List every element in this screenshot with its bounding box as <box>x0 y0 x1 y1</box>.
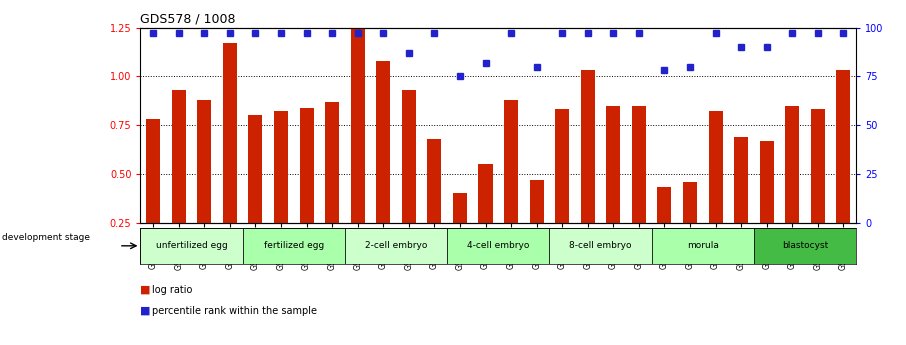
Text: fertilized egg: fertilized egg <box>264 241 324 250</box>
Bar <box>683 181 697 223</box>
Bar <box>325 102 339 223</box>
Bar <box>504 100 518 223</box>
Bar <box>172 90 186 223</box>
Bar <box>401 90 416 223</box>
Bar <box>453 193 467 223</box>
Bar <box>555 109 569 223</box>
Text: percentile rank within the sample: percentile rank within the sample <box>152 306 317 315</box>
Bar <box>274 111 288 223</box>
Bar <box>448 228 549 264</box>
Text: log ratio: log ratio <box>152 285 193 295</box>
Bar <box>428 139 441 223</box>
Text: 2-cell embryo: 2-cell embryo <box>365 241 428 250</box>
Bar <box>530 180 544 223</box>
Bar <box>198 100 211 223</box>
Text: ■: ■ <box>140 306 151 315</box>
Bar <box>478 164 493 223</box>
Text: ■: ■ <box>140 285 151 295</box>
Text: GDS578 / 1008: GDS578 / 1008 <box>140 12 236 25</box>
Bar <box>734 137 748 223</box>
Bar <box>146 119 160 223</box>
Bar <box>345 228 448 264</box>
Bar <box>786 106 799 223</box>
Bar <box>754 228 856 264</box>
Text: 8-cell embryo: 8-cell embryo <box>569 241 631 250</box>
Bar <box>631 106 646 223</box>
Bar <box>248 115 263 223</box>
Bar <box>243 228 345 264</box>
Bar <box>658 187 671 223</box>
Bar <box>351 28 365 223</box>
Bar <box>606 106 621 223</box>
Bar <box>549 228 651 264</box>
Bar <box>651 228 754 264</box>
Bar <box>223 43 237 223</box>
Bar <box>811 109 824 223</box>
Text: blastocyst: blastocyst <box>782 241 828 250</box>
Bar <box>376 61 390 223</box>
Bar <box>759 141 774 223</box>
Bar <box>300 108 313 223</box>
Bar <box>708 111 723 223</box>
Bar <box>140 228 243 264</box>
Text: 4-cell embryo: 4-cell embryo <box>467 241 529 250</box>
Text: morula: morula <box>687 241 718 250</box>
Text: unfertilized egg: unfertilized egg <box>156 241 227 250</box>
Text: development stage: development stage <box>2 233 90 242</box>
Bar <box>836 70 851 223</box>
Bar <box>581 70 595 223</box>
